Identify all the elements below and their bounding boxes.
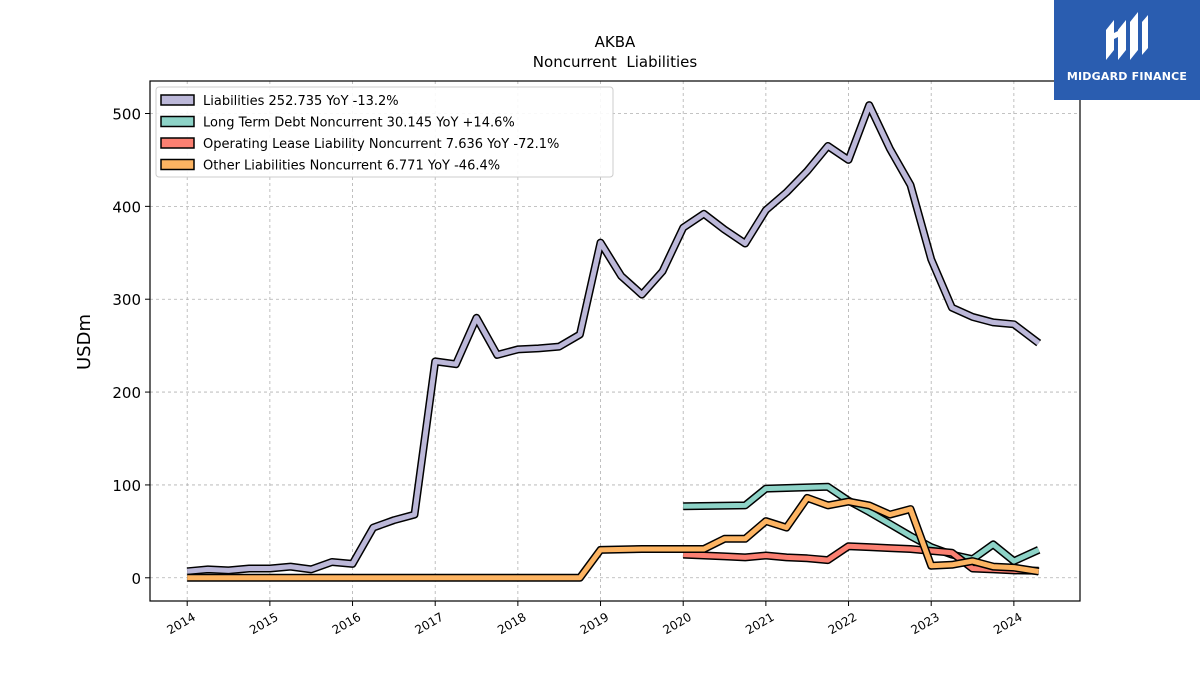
- x-tick-label: 2014: [164, 610, 197, 637]
- y-tick-label: 300: [112, 291, 141, 309]
- legend-label: Liabilities 252.735 YoY -13.2%: [203, 94, 399, 109]
- midgard-finance-logo: MIDGARD FINANCE: [1054, 0, 1200, 100]
- x-tick-label: 2022: [826, 610, 859, 637]
- legend: Liabilities 252.735 YoY -13.2% Long Term …: [155, 86, 614, 178]
- logo-mark-icon: [1106, 12, 1148, 60]
- x-tick-label: 2016: [330, 610, 363, 637]
- series-line-3: [187, 495, 1040, 581]
- legend-swatch: [160, 137, 195, 149]
- y-tick-label: 0: [131, 570, 141, 588]
- y-tick-label: 200: [112, 384, 141, 402]
- y-axis-label: USDm: [74, 314, 95, 370]
- x-tick-label: 2015: [247, 610, 280, 637]
- plot-frame: [149, 80, 1081, 602]
- chart-title: AKBA: [595, 33, 636, 51]
- x-tick-label: 2018: [495, 610, 528, 637]
- x-tick-label: 2020: [660, 610, 693, 637]
- legend-label: Operating Lease Liability Noncurrent 7.6…: [203, 137, 559, 152]
- logo-text: MIDGARD FINANCE: [1066, 70, 1188, 83]
- legend-swatch: [160, 158, 195, 171]
- legend-box: [155, 86, 614, 178]
- legend-swatch: [160, 115, 195, 128]
- axes: 2014 2015 2016 2017 2018 2019 2020 2021 2022 2023…: [112, 106, 1024, 638]
- x-tick-label: 2021: [743, 610, 776, 637]
- y-tick-label: 400: [112, 198, 141, 216]
- series-lines: [186, 101, 1042, 582]
- y-tick-label: 500: [112, 106, 141, 124]
- series-line-1: [683, 484, 1040, 564]
- x-tick-label: 2019: [578, 610, 611, 637]
- x-tick-label: 2017: [412, 610, 445, 637]
- legend-label: Long Term Debt Noncurrent 30.145 YoY +14…: [203, 116, 515, 131]
- x-tick-label: 2023: [908, 610, 941, 637]
- legend-swatch: [160, 94, 195, 106]
- series-line-0: [186, 102, 1041, 574]
- x-tick-label: 2024: [991, 610, 1024, 637]
- chart-subtitle: Noncurrent Liabilities: [533, 53, 698, 71]
- legend-label: Other Liabilities Noncurrent 6.771 YoY -…: [203, 159, 500, 174]
- series-line-2: [683, 543, 1039, 574]
- y-tick-label: 100: [112, 477, 141, 495]
